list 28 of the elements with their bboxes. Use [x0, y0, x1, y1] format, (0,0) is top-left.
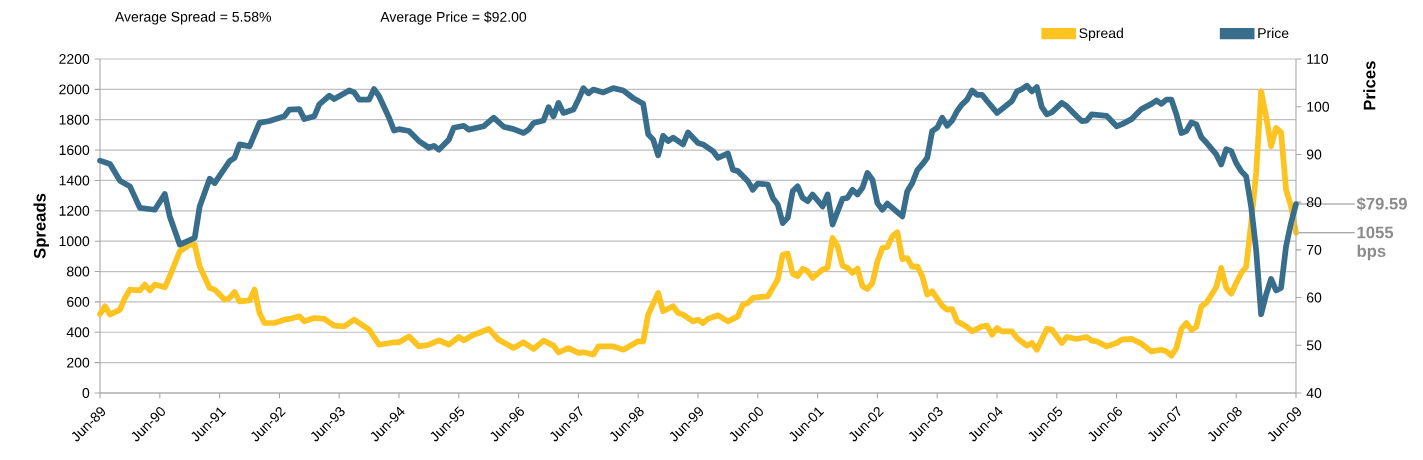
- y2-tick-label: 40: [1306, 388, 1322, 398]
- y-tick-label: 200: [67, 357, 90, 368]
- y-tick-label: 1600: [59, 145, 90, 156]
- y-tick-label: 800: [67, 266, 90, 277]
- y-tick-label: 2200: [59, 54, 90, 64]
- y-tick-label: 0: [82, 388, 90, 398]
- y2-axis-title: Prices: [1363, 61, 1376, 110]
- text: 1055 bps: [1357, 226, 1394, 261]
- y2-tick-label: 60: [1306, 292, 1322, 303]
- legend-label: Spread: [1079, 27, 1123, 41]
- text: $79.59: [1356, 197, 1407, 211]
- y2-tick-label: 50: [1306, 340, 1322, 351]
- y-tick-label: 400: [66, 327, 90, 338]
- y-tick-label: 1400: [59, 175, 90, 186]
- y-tick-label: 1000: [59, 236, 90, 247]
- y-axis-title: Spreads: [33, 193, 49, 259]
- y-tick-label: 1800: [59, 114, 90, 125]
- y2-tick-label: 90: [1306, 149, 1322, 160]
- y2-tick-label: 80: [1306, 197, 1322, 208]
- y-tick-label: 1200: [59, 205, 90, 216]
- text: Average Price = $92.00: [380, 11, 527, 25]
- y2-tick-label: 70: [1306, 244, 1322, 255]
- y2-tick-label: 100: [1307, 101, 1330, 112]
- legend-label: Price: [1258, 27, 1289, 39]
- y-tick-label: 2000: [59, 84, 90, 95]
- y-tick-label: 600: [67, 296, 90, 307]
- text: Average Spread = 5.58%: [114, 11, 271, 25]
- y2-tick-label: 110: [1307, 54, 1329, 64]
